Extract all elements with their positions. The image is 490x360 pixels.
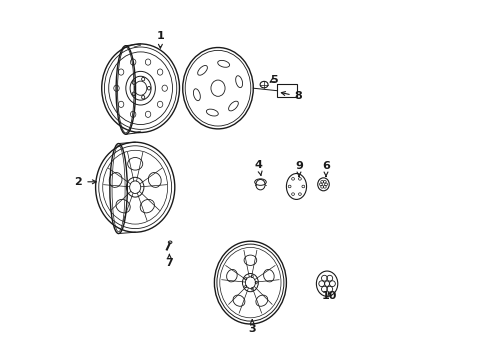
Text: 10: 10 xyxy=(322,291,337,301)
Text: 1: 1 xyxy=(156,31,164,48)
Text: 5: 5 xyxy=(270,75,278,85)
Text: 4: 4 xyxy=(255,159,263,175)
Text: 8: 8 xyxy=(281,91,302,102)
Text: 2: 2 xyxy=(74,177,96,187)
Text: 9: 9 xyxy=(295,161,303,176)
Bar xyxy=(277,84,297,97)
Text: 3: 3 xyxy=(248,320,256,334)
Text: 7: 7 xyxy=(166,255,173,268)
Text: 6: 6 xyxy=(322,161,330,176)
